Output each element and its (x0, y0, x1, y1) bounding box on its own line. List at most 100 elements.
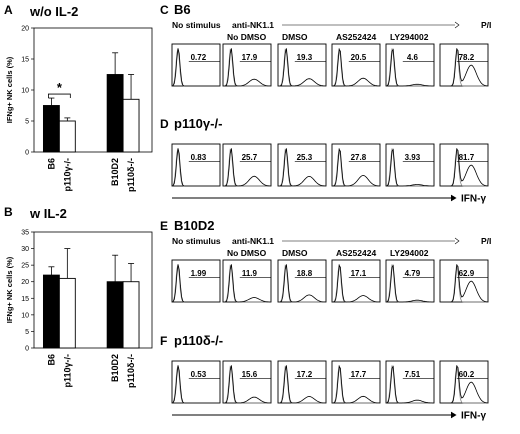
gate-percentage: 19.3 (297, 53, 313, 62)
gate-percentage: 17.9 (242, 53, 258, 62)
histogram-box (171, 360, 221, 404)
histogram-sample-curve (223, 48, 272, 87)
y-tick-label: 25 (21, 263, 29, 270)
histogram-box (171, 43, 221, 87)
ifng-axis-label: IFN-γ (461, 411, 486, 422)
histogram-box (439, 43, 489, 87)
gate-percentage: 25.7 (242, 153, 258, 162)
histogram-sample-curve (171, 264, 220, 303)
histogram-sample-curve (440, 148, 489, 187)
gate-percentage: 1.99 (191, 269, 207, 278)
panel-label-a: A (4, 3, 13, 17)
bar (106, 74, 124, 153)
histogram-sample-curve (440, 365, 489, 404)
panel-label: F (160, 334, 167, 348)
y-tick-label: 0 (25, 150, 29, 157)
ifng-axis-label: IFN-γ (461, 194, 486, 205)
y-tick-label: 15 (21, 57, 29, 64)
header-pi: P/I (481, 236, 491, 246)
histogram-sample-curve (171, 148, 220, 187)
y-axis-label: IFNg+ NK cells (%) (5, 256, 14, 323)
histogram-box (439, 143, 489, 187)
ifng-axis-arrowhead (450, 411, 457, 419)
condition-label: DMSO (282, 248, 308, 258)
panel-strain-label: p110γ-/- (174, 116, 222, 131)
gate-percentage: 0.72 (191, 53, 207, 62)
bar (106, 281, 124, 349)
histogram-sample-curve (440, 48, 489, 87)
header-anti-nk11: anti-NK1.1 (232, 236, 274, 246)
histogram-control-curve (331, 47, 380, 87)
y-tick-label: 20 (21, 279, 29, 286)
histogram-sample-curve (385, 148, 434, 187)
header-anti-nk11: anti-NK1.1 (232, 20, 274, 30)
histogram-box (171, 259, 221, 303)
significance-bracket (48, 93, 71, 99)
condition-label: DMSO (282, 32, 308, 42)
histogram-sample-curve (332, 48, 381, 87)
histogram-sample-curve (223, 365, 272, 404)
condition-label: No DMSO (227, 32, 267, 42)
category-label: B6 (46, 158, 56, 170)
gate-percentage: 0.83 (191, 153, 207, 162)
histogram-box (439, 259, 489, 303)
histogram-sample-curve (278, 48, 327, 87)
category-label: p110δ-/- (126, 158, 136, 192)
bar-chart-b: 0 5 10 15 20 25 30 35 IFNg+ NK cells (%) B6 p110γ-… (5, 230, 153, 388)
condition-label: No DMSO (227, 248, 267, 258)
plot-frame (33, 231, 153, 349)
gate-percentage: 15.6 (242, 370, 258, 379)
bar (42, 105, 60, 153)
gate-percentage: 62.9 (459, 269, 475, 278)
histogram-sample-curve (278, 264, 327, 303)
y-tick-label: 15 (21, 296, 29, 303)
condition-label: AS252424 (336, 32, 376, 42)
condition-label: LY294002 (390, 32, 429, 42)
category-label: B10D2 (110, 354, 120, 382)
header-no-stimulus: No stimulus (172, 236, 221, 246)
y-tick-label: 5 (25, 119, 29, 126)
y-tick-label: 20 (21, 26, 29, 33)
ifng-axis-arrowhead (450, 194, 457, 202)
y-tick-label: 35 (21, 230, 29, 237)
category-label: B10D2 (110, 158, 120, 186)
histogram-sample-curve (385, 48, 434, 87)
gate-percentage: 0.53 (191, 370, 207, 379)
histogram-control-curve (385, 264, 434, 303)
histogram-box (277, 43, 327, 87)
gate-percentage: 78.2 (459, 53, 475, 62)
panel-label-b: B (4, 205, 13, 219)
gate-percentage: 4.6 (407, 53, 419, 62)
condition-label: LY294002 (390, 248, 429, 258)
bar (42, 274, 60, 349)
header-pi: P/I (481, 20, 491, 30)
header-arrowhead (454, 21, 460, 29)
panel-b-title: w IL-2 (29, 206, 67, 221)
gate-percentage: 7.51 (405, 370, 421, 379)
histogram-sample-curve (278, 365, 327, 404)
panel-strain-label: p110δ-/- (174, 333, 223, 348)
histogram-sample-curve (171, 48, 220, 87)
category-label: p110γ-/- (62, 158, 72, 192)
panel-strain-label: B10D2 (174, 218, 214, 233)
histogram-sample-curve (332, 148, 381, 187)
gate-percentage: 17.7 (351, 370, 367, 379)
histogram-sample-curve (332, 365, 381, 404)
significance-marker: * (57, 80, 63, 95)
gate-percentage: 17.1 (351, 269, 367, 278)
histogram-sample-curve (332, 264, 381, 303)
y-tick-label: 5 (25, 329, 29, 336)
histogram-sample-curve (278, 148, 327, 187)
gate-percentage: 60.2 (459, 370, 475, 379)
histogram-control-curve (385, 365, 434, 404)
bar (122, 281, 140, 349)
histogram-box (171, 143, 221, 187)
histogram-sample-curve (385, 264, 434, 303)
gate-percentage: 11.9 (242, 269, 258, 278)
bar (58, 120, 76, 153)
y-tick-label: 30 (21, 246, 29, 253)
y-axis-label: IFNg+ NK cells (%) (5, 56, 14, 123)
y-tick-label: 0 (25, 346, 29, 353)
